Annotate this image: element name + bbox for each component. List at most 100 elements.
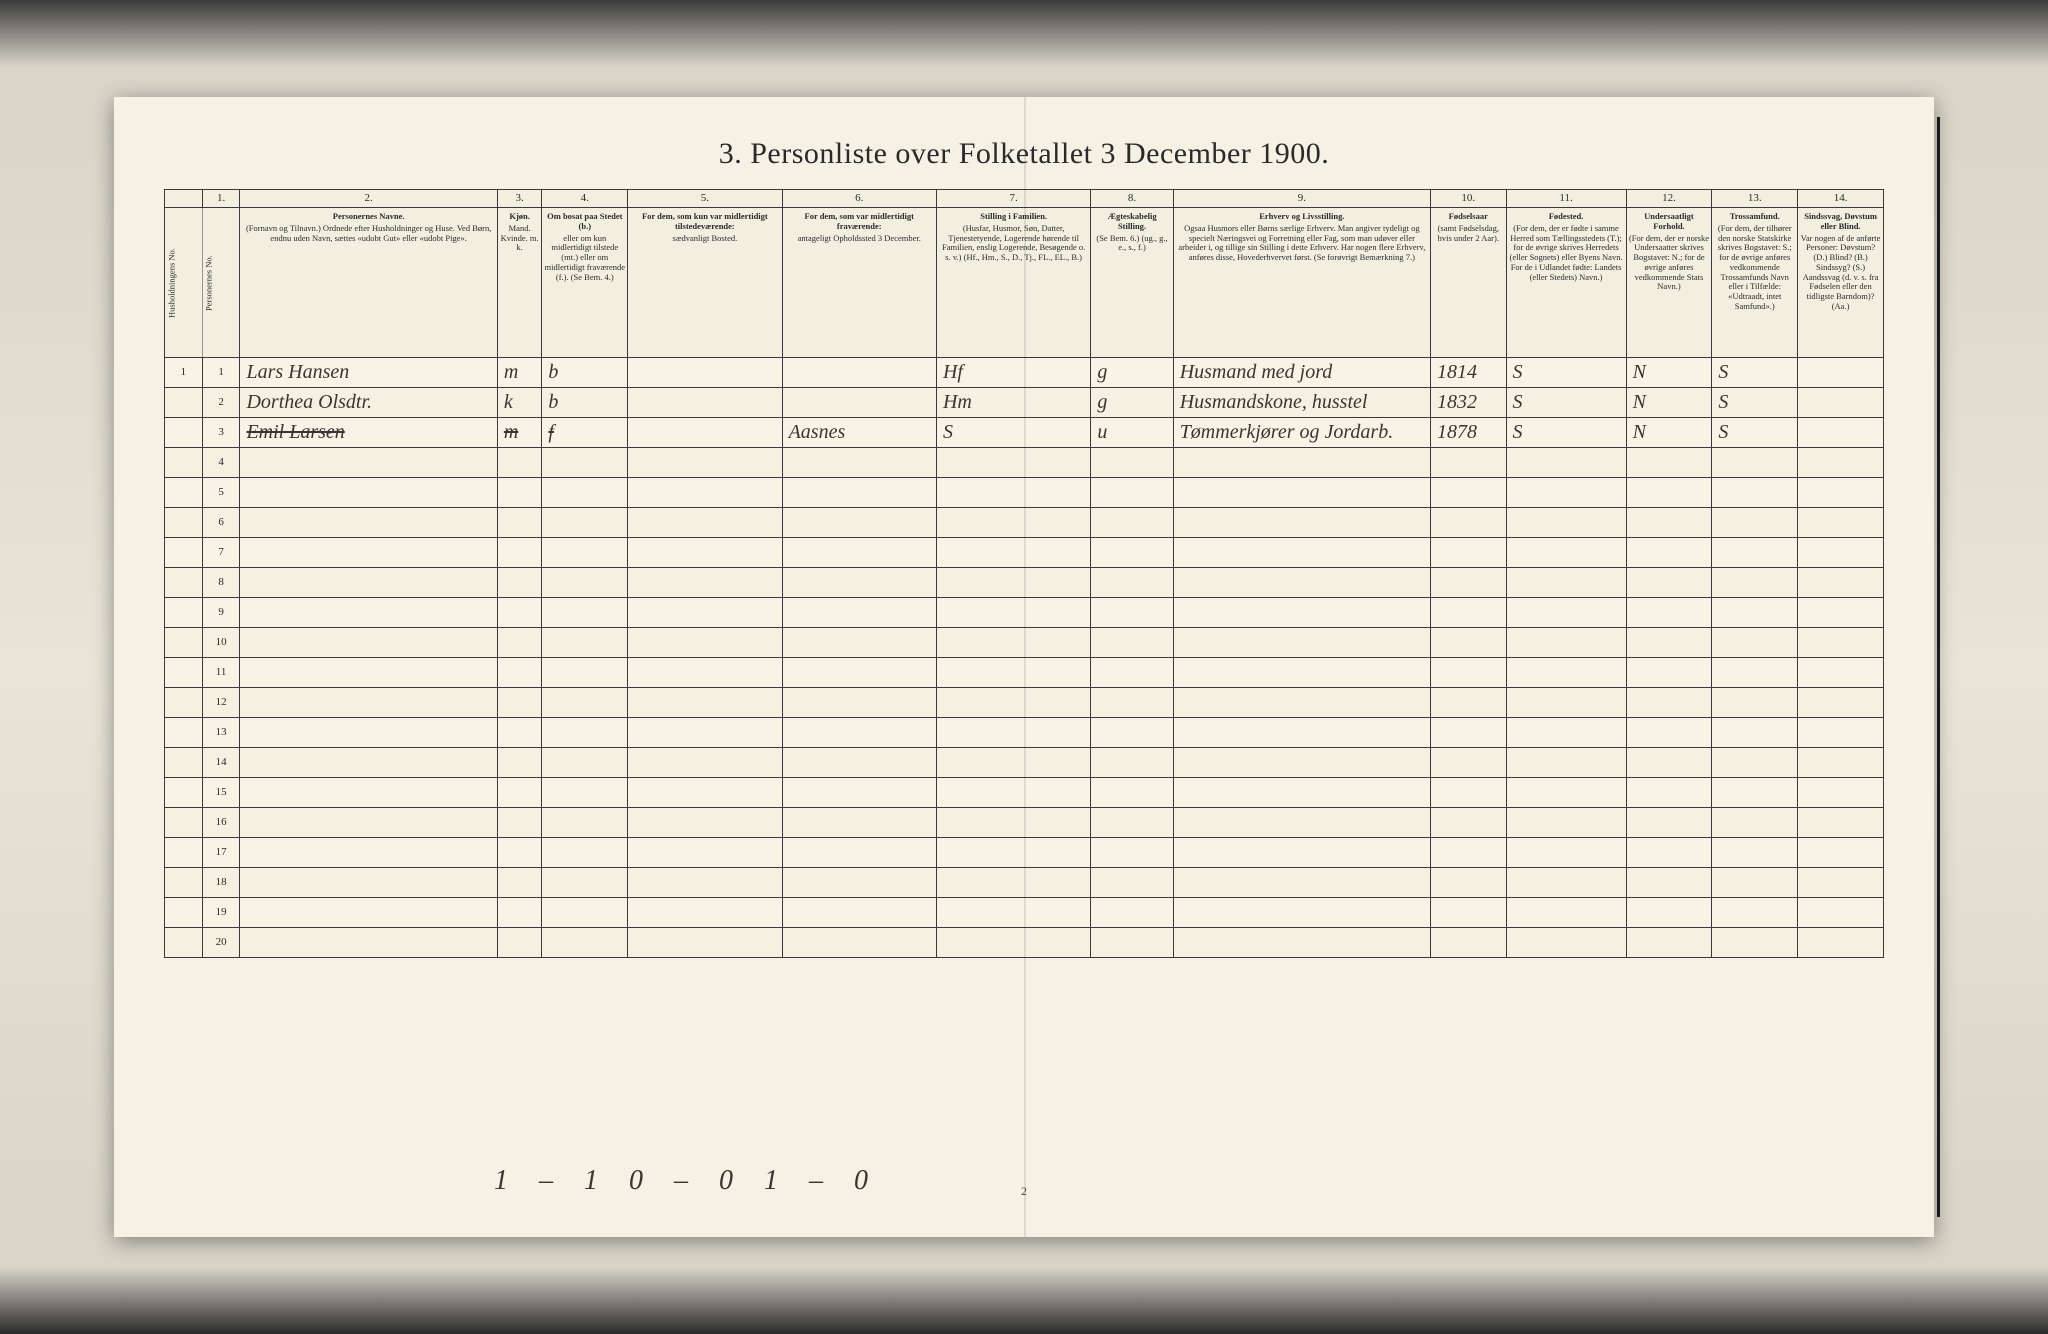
cell-sind [1798,658,1884,688]
cell-bosat [542,688,628,718]
cell-pn: 8 [202,568,240,598]
cell-erhv [1173,628,1430,658]
cell-bosat [542,598,628,628]
cell-tilst [628,838,782,868]
header-birthplace: Fødested.(For dem, der er fødte i samme … [1506,208,1626,358]
cell-faar [1431,718,1506,748]
cell-tilst [628,748,782,778]
cell-egt [1091,628,1173,658]
cell-sind [1798,868,1884,898]
cell-faar [1431,898,1506,928]
cell-und [1626,598,1712,628]
cell-pn: 11 [202,658,240,688]
cell-egt [1091,508,1173,538]
cell-erhv: Husmand med jord [1173,358,1430,388]
cell-fam [936,448,1090,478]
cell-tro [1712,748,1798,778]
cell-tro: S [1712,388,1798,418]
cell-fsted [1506,928,1626,958]
header-sex: Kjøn.Mand. Kvinde. m. k. [497,208,542,358]
cell-erhv [1173,718,1430,748]
cell-hh [165,538,203,568]
header-residence: Om bosat paa Stedet (b.)eller om kun mid… [542,208,628,358]
table-row: 12 [165,688,1884,718]
cell-und [1626,928,1712,958]
cell-bosat [542,508,628,538]
cell-egt [1091,598,1173,628]
cell-hh [165,568,203,598]
cell-hh [165,718,203,748]
cell-frav [782,838,936,868]
column-number [165,190,203,208]
cell-hh [165,928,203,958]
cell-kjon [497,538,542,568]
table-row: 13 [165,718,1884,748]
cell-fsted: S [1506,358,1626,388]
cell-hh [165,868,203,898]
table-row: 4 [165,448,1884,478]
cell-erhv [1173,688,1430,718]
cell-hh [165,658,203,688]
cell-name [240,898,497,928]
cell-name [240,748,497,778]
cell-kjon [497,478,542,508]
header-family-position: Stilling i Familien.(Husfar, Husmor, Søn… [936,208,1090,358]
cell-faar [1431,568,1506,598]
cell-pn: 2 [202,388,240,418]
column-number: 6. [782,190,936,208]
cell-fsted [1506,538,1626,568]
cell-name [240,628,497,658]
cell-faar [1431,778,1506,808]
cell-faar: 1832 [1431,388,1506,418]
cell-hh: 1 [165,358,203,388]
cell-egt [1091,898,1173,928]
cell-erhv [1173,448,1430,478]
table-row: 18 [165,868,1884,898]
cell-pn: 20 [202,928,240,958]
cell-fam [936,868,1090,898]
cell-name: Lars Hansen [240,358,497,388]
cell-fam [936,898,1090,928]
cell-kjon [497,688,542,718]
cell-frav [782,868,936,898]
ledger-page: 3. Personliste over Folketallet 3 Decemb… [114,97,1934,1237]
cell-und [1626,568,1712,598]
header-person-no: Personernes No. [202,208,240,358]
table-row: 9 [165,598,1884,628]
cell-tro [1712,508,1798,538]
cell-tro [1712,658,1798,688]
cell-tilst [628,478,782,508]
cell-kjon: m [497,418,542,448]
cell-pn: 13 [202,718,240,748]
cell-egt [1091,808,1173,838]
cell-egt [1091,928,1173,958]
cell-bosat [542,808,628,838]
cell-fsted [1506,808,1626,838]
cell-faar [1431,448,1506,478]
cell-tilst [628,778,782,808]
cell-tilst [628,358,782,388]
cell-erhv [1173,538,1430,568]
cell-kjon [497,838,542,868]
cell-sind [1798,388,1884,418]
cell-bosat: b [542,388,628,418]
column-number: 4. [542,190,628,208]
cell-name [240,868,497,898]
cell-pn: 6 [202,508,240,538]
cell-fsted: S [1506,388,1626,418]
cell-tilst [628,688,782,718]
cell-erhv [1173,778,1430,808]
cell-faar [1431,538,1506,568]
cell-frav [782,358,936,388]
cell-fam [936,568,1090,598]
cell-tilst [628,448,782,478]
cell-tro [1712,448,1798,478]
cell-tro [1712,868,1798,898]
cell-fam [936,778,1090,808]
cell-pn: 3 [202,418,240,448]
header-religion: Trossamfund.(For dem, der tilhører den n… [1712,208,1798,358]
table-body: 11Lars HansenmbHfgHusmand med jord1814SN… [165,358,1884,958]
cell-name [240,658,497,688]
cell-erhv [1173,838,1430,868]
cell-tro [1712,808,1798,838]
